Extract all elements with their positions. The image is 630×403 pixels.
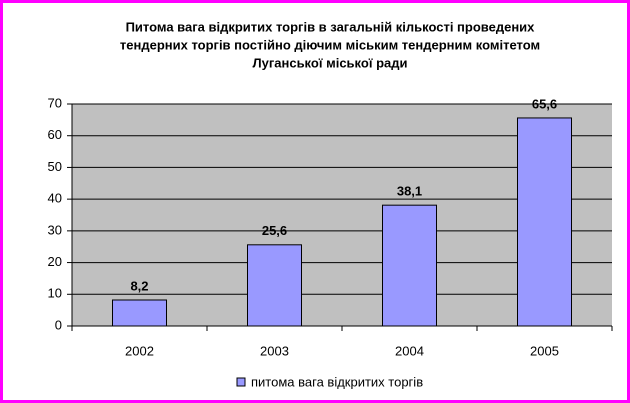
y-tick-label: 60	[48, 127, 62, 142]
chart-title: Питома вага відкритих торгів в загальній…	[126, 19, 536, 34]
x-tick-label: 2004	[395, 343, 424, 358]
y-tick-label: 30	[48, 222, 62, 237]
legend-label: питома вага відкритих торгів	[251, 374, 423, 389]
legend-swatch	[236, 377, 246, 387]
y-tick-label: 40	[48, 191, 62, 206]
x-tick-label: 2003	[260, 343, 289, 358]
value-label: 38,1	[397, 184, 422, 199]
x-tick-label: 2002	[125, 343, 154, 358]
chart-title: тендерних торгів постійно діючим міським…	[120, 37, 540, 52]
chart-title: Луганської міської ради	[252, 55, 407, 70]
value-label: 65,6	[532, 96, 557, 111]
y-tick-label: 0	[55, 317, 62, 332]
y-tick-label: 10	[48, 286, 62, 301]
value-label: 25,6	[262, 223, 287, 238]
bar	[382, 204, 437, 327]
bar	[112, 299, 167, 327]
bar	[517, 117, 572, 327]
y-tick-label: 70	[48, 95, 62, 110]
value-label: 8,2	[130, 278, 148, 293]
bar	[247, 244, 302, 327]
x-tick-label: 2005	[530, 343, 559, 358]
y-tick-label: 20	[48, 254, 62, 269]
y-tick-label: 50	[48, 159, 62, 174]
